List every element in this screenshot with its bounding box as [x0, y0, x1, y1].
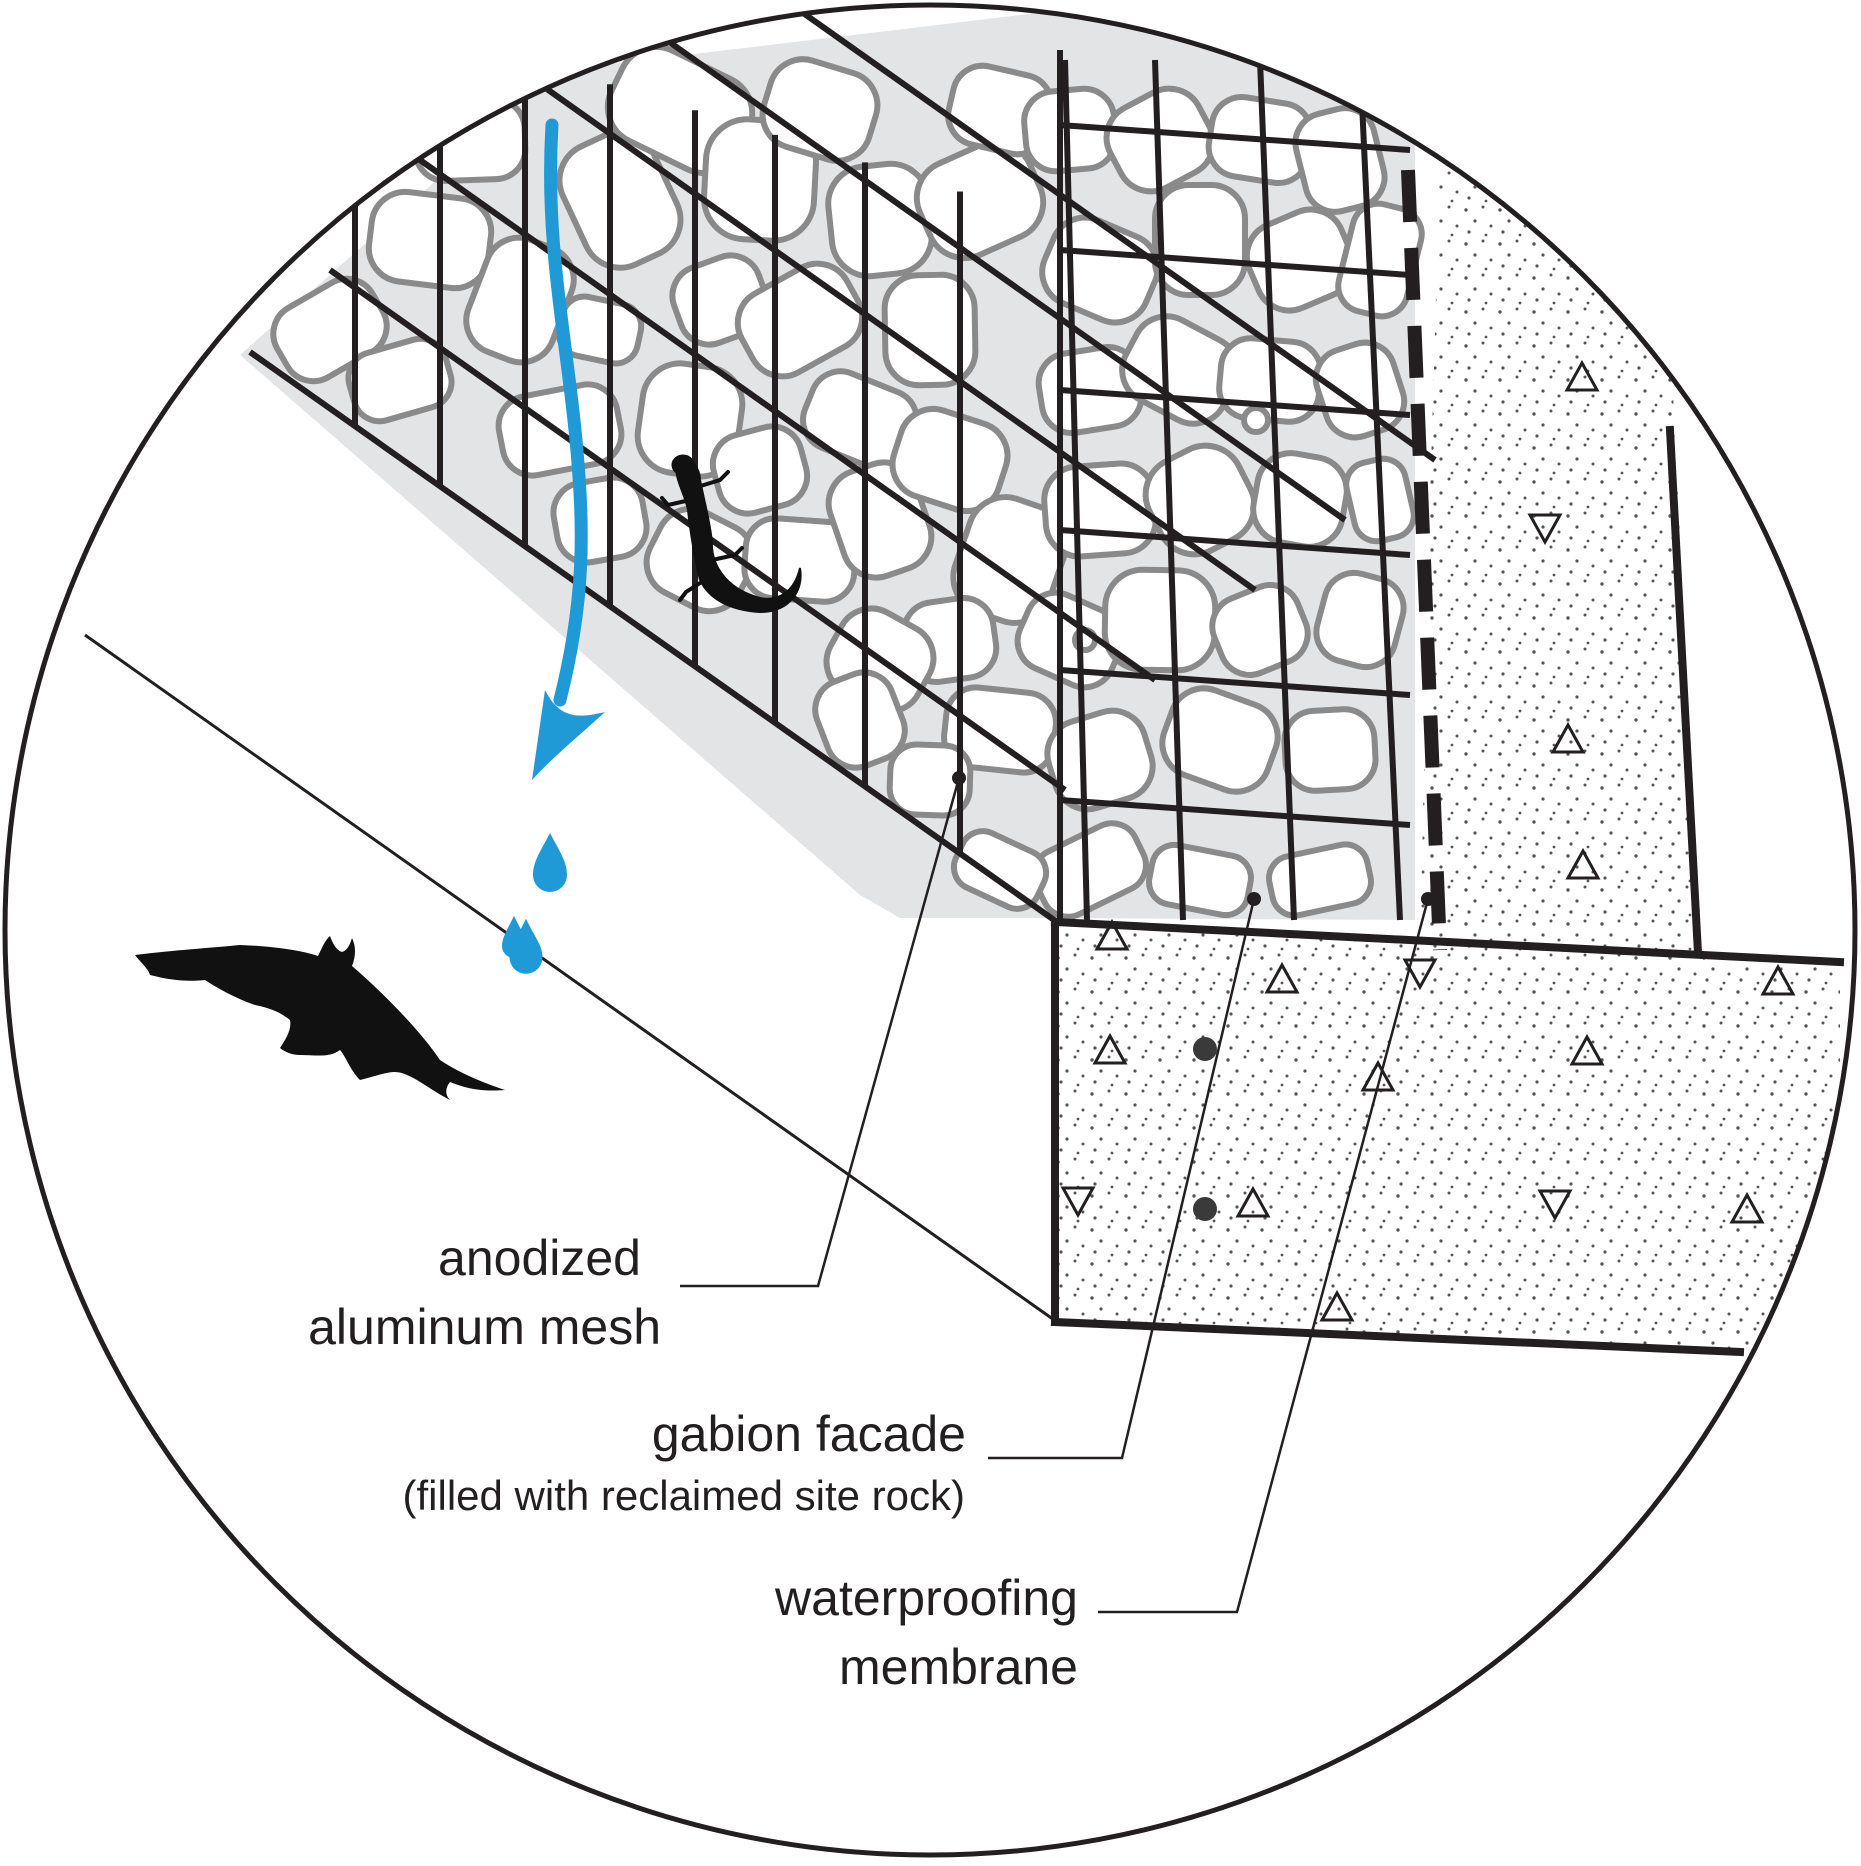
mesh-wire	[1059, 527, 1411, 558]
aluminum-mesh-grid	[328, 5, 1437, 922]
mesh-wire	[1257, 59, 1297, 921]
soil-grade-line	[84, 633, 1058, 1324]
membrane-leader-line	[1098, 898, 1430, 1614]
rock	[1146, 841, 1254, 919]
aggregate-triangle	[1569, 1033, 1605, 1066]
mesh-leader-dot	[952, 771, 966, 785]
mesh-wire	[418, 157, 1157, 683]
rock	[886, 741, 974, 819]
mesh-wire	[1059, 122, 1411, 153]
aggregate-triangle	[1760, 963, 1796, 996]
rock	[1152, 182, 1248, 298]
aggregate-triangles	[1060, 359, 1796, 1322]
water-drop-icon	[533, 833, 567, 892]
aggregate-triangle	[1094, 918, 1130, 951]
aggregate-triangle	[1402, 958, 1438, 991]
mesh-leader-line	[680, 777, 961, 1288]
water-drop-icon	[509, 918, 543, 974]
water-drop-icon	[502, 916, 526, 958]
concrete-footing	[1055, 925, 1840, 1360]
waterproofing-membrane-line	[1401, 169, 1447, 951]
aggregate-triangle	[1564, 359, 1600, 392]
rock	[759, 56, 881, 164]
aggregate-triangle	[1527, 513, 1563, 546]
rebar-dot	[1193, 1037, 1217, 1061]
rock	[556, 129, 684, 271]
aggregate-triangle	[1565, 847, 1601, 880]
rock	[812, 669, 908, 771]
aggregate-triangle	[1550, 721, 1586, 754]
rock	[345, 335, 455, 425]
aggregate-triangle	[1060, 1186, 1096, 1219]
gabion-leader-dot	[1247, 892, 1261, 906]
mesh-wire	[518, 67, 1257, 593]
concrete-wall	[1420, 160, 1700, 955]
rock	[365, 188, 495, 292]
mesh-wire	[1059, 797, 1411, 828]
soil-surface-line	[248, 349, 1059, 925]
mesh-wire	[1152, 59, 1186, 921]
rock	[1241, 405, 1271, 435]
aggregate-triangle	[1537, 1189, 1573, 1222]
salamander-icon	[660, 454, 802, 614]
membrane-label-line1: waterproofing	[775, 1570, 1078, 1626]
mesh-label-line2: aluminum mesh	[308, 1299, 661, 1355]
mesh-label-line1: anodized	[438, 1230, 641, 1286]
membrane-leader-dot	[1421, 892, 1435, 906]
mesh-wire	[1357, 59, 1403, 921]
gabion-rock-fill	[240, 5, 1415, 920]
mesh-wire	[608, 5, 1347, 523]
bat-icon	[135, 936, 505, 1100]
mesh-wire	[1062, 59, 1090, 921]
gabion-label-line2: (filled with reclaimed site rock)	[402, 1472, 966, 1519]
mesh-wire	[1059, 387, 1411, 418]
gabion-leader-line	[988, 898, 1256, 1460]
aggregate-triangle	[1235, 1185, 1271, 1218]
water-arrow-icon	[532, 118, 605, 780]
aggregate-triangle	[1264, 961, 1300, 994]
aggregate-triangle	[1729, 1191, 1765, 1224]
gabion-label-line1: gabion facade	[651, 1406, 966, 1462]
membrane-label-line2: membrane	[839, 1639, 1078, 1695]
aggregate-triangle	[1319, 1289, 1355, 1322]
mesh-wire	[1059, 667, 1411, 698]
aggregate-triangle	[1092, 1032, 1128, 1065]
rock	[1159, 685, 1281, 795]
rock	[889, 405, 1011, 515]
rebar-dot	[1193, 1197, 1217, 1221]
rock	[1281, 706, 1379, 794]
rock	[1313, 569, 1407, 671]
mesh-wire	[1059, 247, 1411, 278]
